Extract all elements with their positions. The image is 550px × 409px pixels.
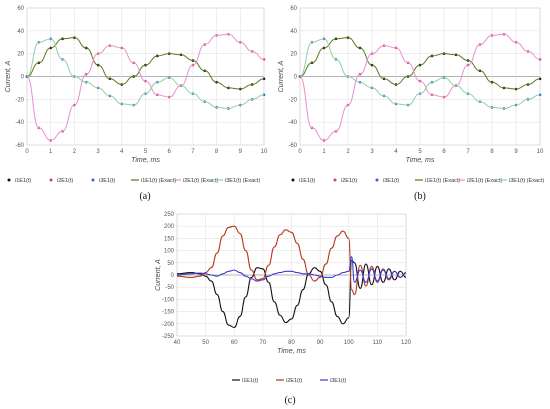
x-tick-label: 100 (344, 340, 355, 346)
legend-swatch-2 (375, 178, 379, 182)
x-tick-label: 70 (260, 340, 267, 346)
series-line-4 (299, 33, 541, 141)
series-line-4 (26, 33, 265, 141)
x-tick-label: 50 (202, 340, 209, 346)
y-axis-label: Current, A (278, 60, 285, 92)
legend-label-0: i1E1(t) (299, 178, 315, 184)
x-tick-label: 6 (442, 149, 446, 155)
x-tick-label: 8 (215, 149, 219, 155)
y-tick-label: -40 (15, 120, 24, 126)
x-tick-label: 80 (288, 340, 295, 346)
x-tick-label: 9 (514, 149, 518, 155)
legend-swatch-1 (49, 178, 53, 182)
series-line-5 (26, 38, 265, 109)
legend-label-1: i2E1(t) (57, 178, 73, 184)
panel-label: (a) (139, 191, 150, 202)
legend-swatch-2 (91, 178, 95, 182)
y-tick-label: 40 (17, 29, 24, 35)
legend-label-4: i2E1(t) (Exact) (183, 178, 218, 184)
x-tick-label: 7 (466, 149, 470, 155)
y-tick-label: 50 (167, 261, 174, 267)
series-line-5 (299, 38, 541, 109)
legend-label-3: i1E1(t) (Exact) (425, 178, 460, 184)
y-tick-label: 150 (164, 236, 175, 242)
x-tick-label: 10 (261, 149, 268, 155)
legend-swatch-0 (291, 178, 295, 182)
legend-swatch-0 (7, 178, 11, 182)
y-tick-label: -150 (162, 310, 175, 316)
y-tick-label: -50 (165, 285, 174, 291)
y-tick-label: -60 (288, 143, 297, 149)
x-tick-label: 1 (49, 149, 53, 155)
panel-label: (b) (414, 191, 426, 202)
legend-label-2: i3E1(t) (383, 178, 399, 184)
legend-swatch-1 (333, 178, 337, 182)
y-tick-label: 20 (17, 52, 24, 58)
y-tick-label: 60 (17, 6, 24, 12)
legend-label-1: i2E1(t) (341, 178, 357, 184)
x-tick-label: 7 (191, 149, 195, 155)
y-tick-label: 40 (290, 29, 297, 35)
x-axis-label: Time, ms (406, 157, 435, 164)
x-tick-label: 8 (490, 149, 494, 155)
x-tick-label: 5 (144, 149, 148, 155)
y-tick-label: -20 (15, 97, 24, 103)
x-tick-label: 1 (322, 149, 326, 155)
x-tick-label: 0 (25, 149, 29, 155)
y-tick-label: 20 (290, 52, 297, 58)
x-tick-label: 3 (96, 149, 100, 155)
x-tick-label: 3 (370, 149, 374, 155)
y-tick-label: 0 (171, 273, 175, 279)
x-tick-label: 0 (298, 149, 302, 155)
series-line-3 (26, 37, 265, 90)
legend-label-1: i2E1(t) (286, 378, 302, 384)
series-line-2 (176, 256, 407, 283)
x-tick-label: 90 (317, 340, 324, 346)
y-tick-label: -60 (15, 143, 24, 149)
x-axis-label: Time, ms (277, 348, 306, 355)
legend-label-3: i1E1(t) (Exact) (141, 178, 176, 184)
x-tick-label: 40 (174, 340, 181, 346)
legend-label-2: i3E1(t) (99, 178, 115, 184)
legend-label-0: i1E1(t) (15, 178, 31, 184)
x-tick-label: 6 (168, 149, 172, 155)
y-axis-label: Current, A (5, 60, 12, 92)
y-tick-label: 0 (21, 75, 25, 81)
x-tick-label: 60 (231, 340, 238, 346)
x-tick-label: 4 (394, 149, 398, 155)
y-tick-label: 100 (164, 249, 175, 255)
panel-label: (c) (284, 395, 295, 406)
y-tick-label: -100 (162, 297, 175, 303)
x-tick-label: 5 (418, 149, 422, 155)
y-tick-label: -20 (288, 97, 297, 103)
x-tick-label: 2 (73, 149, 77, 155)
y-tick-label: 0 (294, 75, 298, 81)
y-tick-label: -40 (288, 120, 297, 126)
x-tick-label: 110 (373, 340, 383, 346)
y-axis-label: Current, A (155, 259, 162, 291)
series-line-3 (299, 37, 541, 90)
x-tick-label: 9 (239, 149, 243, 155)
x-tick-label: 10 (537, 149, 544, 155)
legend-label-2: i3E1(t) (330, 378, 346, 384)
y-tick-label: 200 (164, 224, 175, 230)
y-tick-label: 60 (290, 6, 297, 12)
x-tick-label: 2 (346, 149, 350, 155)
legend-label-4: i2E1(t) (Exact) (467, 178, 502, 184)
legend-label-5: i3E1(t) (Exact) (509, 178, 544, 184)
x-tick-label: 120 (401, 340, 412, 346)
legend-label-5: i3E1(t) (Exact) (225, 178, 260, 184)
y-tick-label: 250 (164, 212, 175, 218)
x-axis-label: Time, ms (131, 157, 160, 164)
y-tick-label: -250 (162, 334, 175, 340)
y-tick-label: -200 (162, 322, 175, 328)
legend-label-0: i1E1(t) (242, 378, 258, 384)
x-tick-label: 4 (120, 149, 124, 155)
